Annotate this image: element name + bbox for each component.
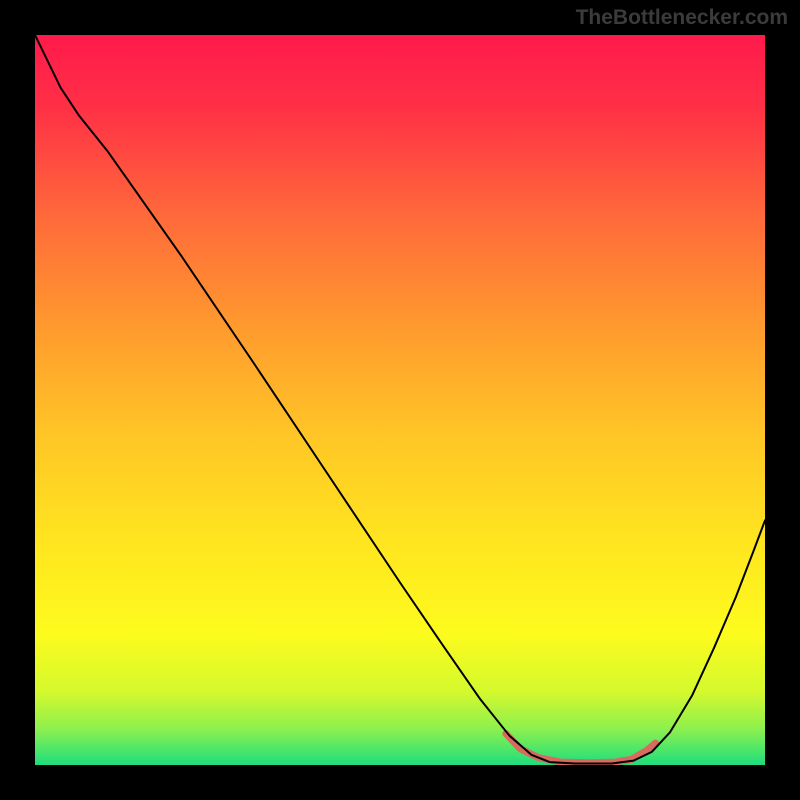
image-root: TheBottlenecker.com	[0, 0, 800, 800]
watermark-text: TheBottlenecker.com	[576, 6, 788, 30]
chart-svg	[35, 35, 765, 765]
chart-gradient-background	[35, 35, 765, 765]
chart-plot-area	[35, 35, 765, 765]
